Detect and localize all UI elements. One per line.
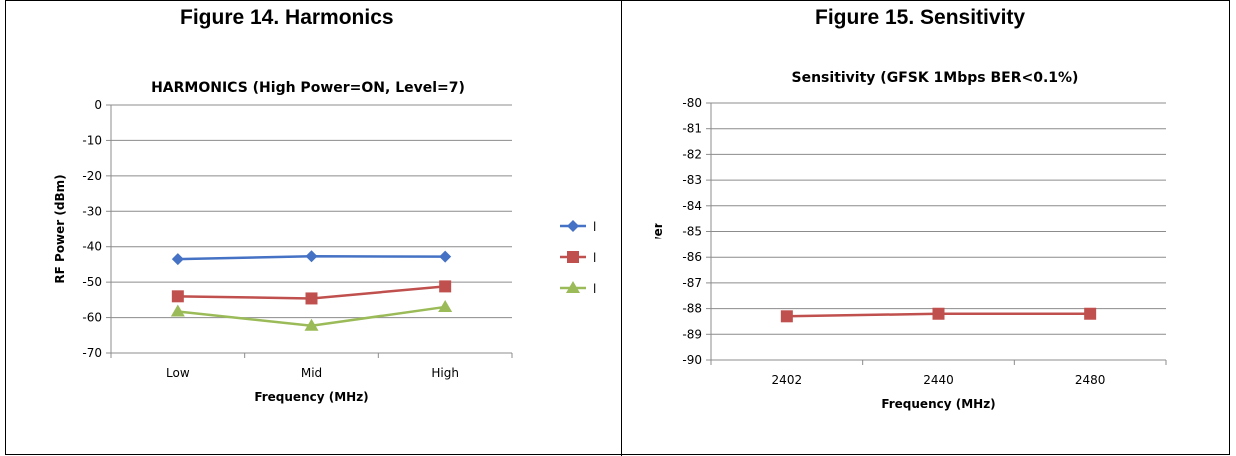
series-2-point <box>171 290 184 303</box>
y-axis-label: RF Power (dBm) <box>53 174 67 283</box>
chart-title: HARMONICS (High Power=ON, Level=7) <box>151 80 465 96</box>
series-2-point <box>305 292 318 305</box>
y-tick-label: -60 <box>82 311 102 325</box>
figure-15-caption: Figure 15. Sensitivity <box>815 6 1026 29</box>
legend-marker <box>566 281 580 293</box>
y-tick-label: -30 <box>82 204 102 218</box>
series-2-point <box>439 280 452 293</box>
series-3-point <box>304 318 319 331</box>
y-tick-label: -40 <box>82 240 102 254</box>
x-tick-label: 2402 <box>772 373 803 387</box>
y-tick-label: -89 <box>682 327 702 341</box>
y-tick-label: -81 <box>682 122 702 136</box>
series-1-point <box>1084 307 1097 320</box>
y-tick-label: -85 <box>682 225 702 239</box>
chart-title: Sensitivity (GFSK 1Mbps BER<0.1%) <box>792 70 1079 86</box>
legend-label: l <box>593 251 596 265</box>
figure-table-frame <box>5 0 1230 455</box>
legend-label: l <box>593 282 596 296</box>
x-axis-label: Frequency (MHz) <box>254 390 368 404</box>
y-tick-label: 0 <box>94 98 102 112</box>
y-tick-label: -80 <box>682 96 702 110</box>
y-tick-label: -86 <box>682 250 702 264</box>
figure-table-divider <box>621 0 622 456</box>
y-tick-label: -84 <box>682 199 702 213</box>
series-3-point <box>438 299 453 312</box>
y-tick-label: -70 <box>82 346 102 360</box>
legend-marker <box>567 220 579 232</box>
series-1-point <box>932 307 945 320</box>
x-tick-label: Low <box>166 366 190 380</box>
y-tick-label: -82 <box>682 147 702 161</box>
y-tick-label: -20 <box>82 169 102 183</box>
legend-label: l <box>593 220 596 234</box>
y-tick-label: -50 <box>82 275 102 289</box>
figure-14-caption: Figure 14. Harmonics <box>180 6 394 29</box>
series-3-point <box>170 304 185 317</box>
series-1-point <box>305 250 318 263</box>
series-1-point <box>171 253 184 266</box>
legend-marker <box>567 251 579 263</box>
y-tick-label: -83 <box>682 173 702 187</box>
y-tick-label: -90 <box>682 353 702 367</box>
series-1-point <box>439 250 452 263</box>
y-tick-label: -10 <box>82 133 102 147</box>
series-1-point <box>780 310 793 323</box>
x-axis-label: Frequency (MHz) <box>881 397 995 411</box>
x-tick-label: 2480 <box>1075 373 1106 387</box>
y-tick-label: -88 <box>682 302 702 316</box>
y-tick-label: -87 <box>682 276 702 290</box>
x-tick-label: 2440 <box>923 373 954 387</box>
y-axis-label: RF Power (dBm) <box>651 177 665 286</box>
x-tick-label: Mid <box>301 366 322 380</box>
x-tick-label: High <box>431 366 459 380</box>
